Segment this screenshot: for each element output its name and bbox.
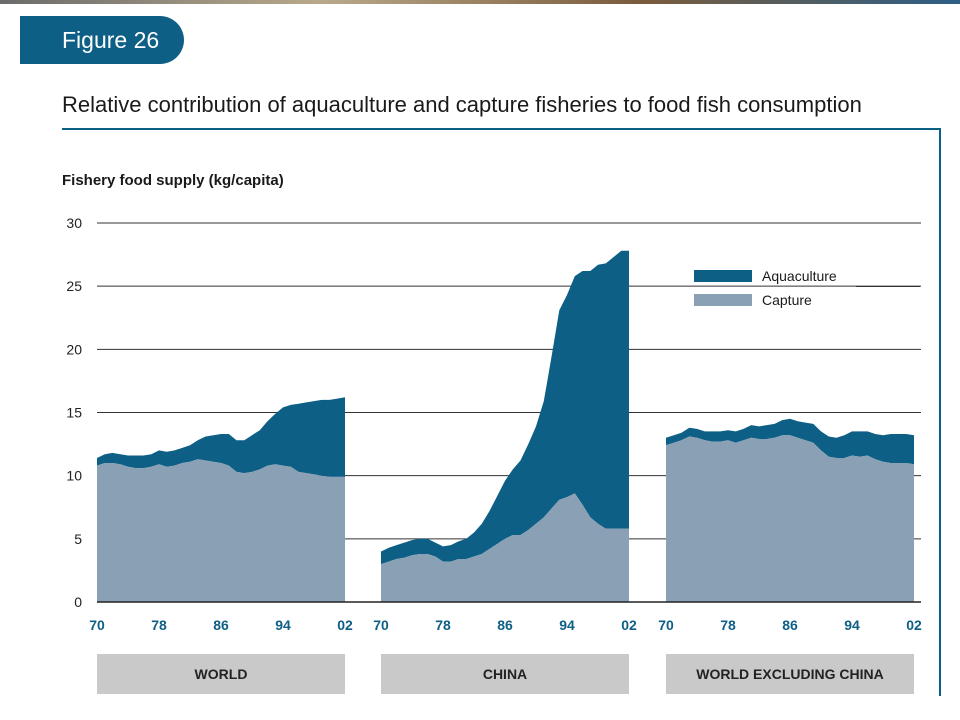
legend-label-capture: Capture [762,292,812,308]
y-tick-label-25: 25 [66,278,82,294]
title-rule [62,128,941,130]
x-tick-label-world-78: 78 [151,617,167,633]
y-tick-label-20: 20 [66,341,82,357]
legend-item-capture: Capture [694,288,837,312]
legend-swatch-aquaculture [694,270,752,282]
legend-label-aquaculture: Aquaculture [762,268,837,284]
x-tick-label-china-94: 94 [559,617,575,633]
legend-item-aquaculture: Aquaculture [694,264,837,288]
x-tick-label-world-excluding-china-02: 02 [906,617,922,633]
panel-label-china: CHINA [381,654,629,694]
area-aquaculture-world [97,397,345,477]
legend: Aquaculture Capture [694,264,837,312]
panel-label-world: WORLD [97,654,345,694]
y-tick-label-10: 10 [66,468,82,484]
x-tick-label-china-78: 78 [435,617,451,633]
x-tick-label-world-excluding-china-86: 86 [782,617,798,633]
area-capture-world-excluding-china [666,435,914,602]
panel-label-world-excluding-china: WORLD EXCLUDING CHINA [666,654,914,694]
x-tick-label-china-02: 02 [621,617,637,633]
x-tick-label-world-94: 94 [275,617,291,633]
x-tick-label-china-86: 86 [497,617,513,633]
area-aquaculture-world-excluding-china [666,418,914,465]
figure-label-badge: Figure 26 [20,16,184,64]
x-tick-label-china-70: 70 [373,617,389,633]
top-color-strip [0,0,960,4]
x-tick-label-world-70: 70 [89,617,105,633]
legend-swatch-capture [694,294,752,306]
area-capture-world [97,459,345,602]
y-axis-title: Fishery food supply (kg/capita) [62,172,284,189]
x-tick-label-world-02: 02 [337,617,353,633]
area-capture-china [381,493,629,602]
x-tick-label-world-excluding-china-94: 94 [844,617,860,633]
y-tick-label-0: 0 [74,594,82,610]
figure-title: Relative contribution of aquaculture and… [62,92,862,117]
x-tick-label-world-excluding-china-78: 78 [720,617,736,633]
y-tick-label-15: 15 [66,405,82,421]
legend-rule [856,286,920,287]
y-tick-label-5: 5 [74,531,82,547]
area-aquaculture-china [381,250,629,565]
y-tick-label-30: 30 [66,215,82,231]
x-tick-label-world-86: 86 [213,617,229,633]
right-border-rule [939,128,941,696]
x-tick-label-world-excluding-china-70: 70 [658,617,674,633]
